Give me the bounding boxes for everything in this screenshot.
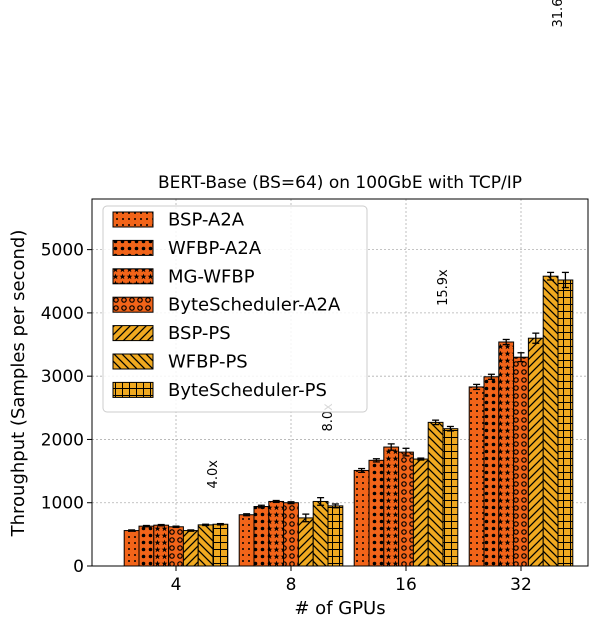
bar <box>238 514 255 567</box>
legend-swatch <box>112 353 154 370</box>
x-tick-label: 4 <box>171 575 182 595</box>
legend-swatch <box>112 325 154 342</box>
bars <box>123 275 574 567</box>
y-tick-label: 3000 <box>41 367 84 387</box>
bar <box>312 500 329 567</box>
y-tick-label: 2000 <box>41 430 84 450</box>
bar <box>212 523 229 567</box>
bar <box>483 376 500 567</box>
legend-swatch <box>112 239 154 256</box>
bar <box>268 500 285 567</box>
legend-swatch <box>112 381 154 398</box>
bar <box>153 524 170 567</box>
bar <box>197 524 214 567</box>
y-tick-label: 5000 <box>41 241 84 261</box>
legend-label: BSP-PS <box>168 323 231 344</box>
bar <box>168 526 184 567</box>
x-tick-label: 8 <box>286 575 297 595</box>
legend-swatch <box>112 268 154 285</box>
legend-label: BSP-A2A <box>168 210 245 231</box>
bar <box>468 386 485 567</box>
legend: BSP-A2A WFBP-A2A MG-WFBP ByteScheduler-A2A B… <box>102 205 368 413</box>
bar <box>253 506 270 567</box>
y-tick-label: 0 <box>73 557 84 577</box>
legend-label: ByteScheduler-PS <box>168 380 327 401</box>
x-tick-label: 32 <box>510 575 532 595</box>
legend-swatch <box>112 211 154 228</box>
bar <box>383 446 400 567</box>
legend-label: WFBP-A2A <box>168 238 262 259</box>
bar <box>513 356 529 567</box>
bar <box>182 530 199 567</box>
y-axis-ticks: 0 1000 2000 3000 4000 5000 <box>41 241 92 577</box>
bar <box>427 421 444 567</box>
bar <box>412 458 429 567</box>
speedup-annotation: 31.6x <box>551 0 566 27</box>
bar <box>123 530 140 567</box>
legend-label: WFBP-PS <box>168 352 248 373</box>
bar <box>138 525 155 567</box>
x-tick-label: 16 <box>395 575 417 595</box>
bar <box>283 502 299 567</box>
bar <box>542 275 559 567</box>
bar <box>368 459 385 567</box>
x-axis-label: # of GPUs <box>294 598 385 619</box>
bar <box>327 505 344 567</box>
legend-frame <box>102 205 368 413</box>
x-axis-ticks: 4 8 16 32 <box>171 566 532 595</box>
legend-label: ByteScheduler-A2A <box>168 295 341 316</box>
y-axis-label: Throughput (Samples per second) <box>8 230 29 538</box>
bar <box>353 469 370 567</box>
chart-title: BERT-Base (BS=64) on 100GbE with TCP/IP <box>158 173 522 193</box>
error-bars <box>128 271 569 532</box>
bar <box>398 451 414 567</box>
speedup-annotation: 15.9x <box>436 269 451 306</box>
bar <box>442 428 459 567</box>
legend-label: MG-WFBP <box>168 266 255 287</box>
plot-frame <box>91 198 589 567</box>
y-tick-label: 4000 <box>41 304 84 324</box>
bar <box>498 341 515 567</box>
speedup-annotation: 4.0x <box>206 460 221 489</box>
bar <box>297 517 314 567</box>
legend-swatch <box>112 296 154 313</box>
bar <box>527 337 544 567</box>
y-tick-label: 1000 <box>41 494 84 514</box>
bar <box>557 279 574 567</box>
